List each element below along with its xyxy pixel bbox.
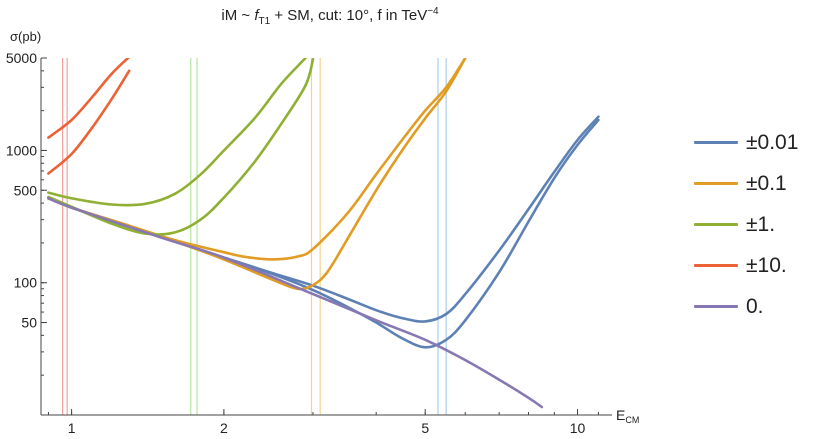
x-tick-label: 5 (421, 420, 429, 436)
chart-title: iM ~ fT1 + SM, cut: 10°, f in TeV−4 (221, 6, 439, 27)
legend-item: ±1. (694, 204, 798, 245)
x-tick-label: 1 (68, 420, 76, 436)
series-line-2-1 (47, 58, 315, 236)
legend-swatch (694, 223, 738, 226)
legend-item: ±0.1 (694, 163, 798, 204)
legend-swatch (694, 141, 738, 144)
x-tick-label: 10 (570, 420, 586, 436)
series-line-3-1 (47, 69, 131, 175)
legend-swatch (694, 264, 738, 267)
x-axis-label: ECM (616, 407, 639, 425)
y-tick-label: 500 (14, 182, 38, 198)
legend-item: 0. (694, 286, 798, 327)
y-tick-label: 50 (21, 315, 37, 331)
legend-label: ±1. (746, 212, 776, 236)
y-axis-label: σ(pb) (10, 29, 41, 44)
y-tick-label: 100 (14, 275, 38, 291)
legend-label: ±10. (746, 253, 787, 277)
legend-swatch (694, 182, 738, 185)
series-line-0-1 (47, 118, 600, 349)
series-line-3-0 (47, 58, 130, 139)
legend-label: 0. (746, 294, 764, 318)
chart-legend: ±0.01 ±0.1 ±1. ±10. 0. (694, 122, 798, 327)
series-line-2-0 (47, 58, 307, 207)
y-tick-label: 1000 (6, 142, 37, 158)
x-tick-label: 2 (220, 420, 228, 436)
y-tick-label: 5000 (6, 50, 37, 66)
series-line-1-1 (47, 58, 467, 291)
legend-label: ±0.1 (746, 171, 787, 195)
series-line-0-0 (47, 115, 600, 323)
legend-swatch (694, 305, 738, 308)
legend-item: ±0.01 (694, 122, 798, 163)
series-line-4-0 (47, 197, 544, 409)
legend-label: ±0.01 (746, 130, 799, 154)
legend-item: ±10. (694, 245, 798, 286)
